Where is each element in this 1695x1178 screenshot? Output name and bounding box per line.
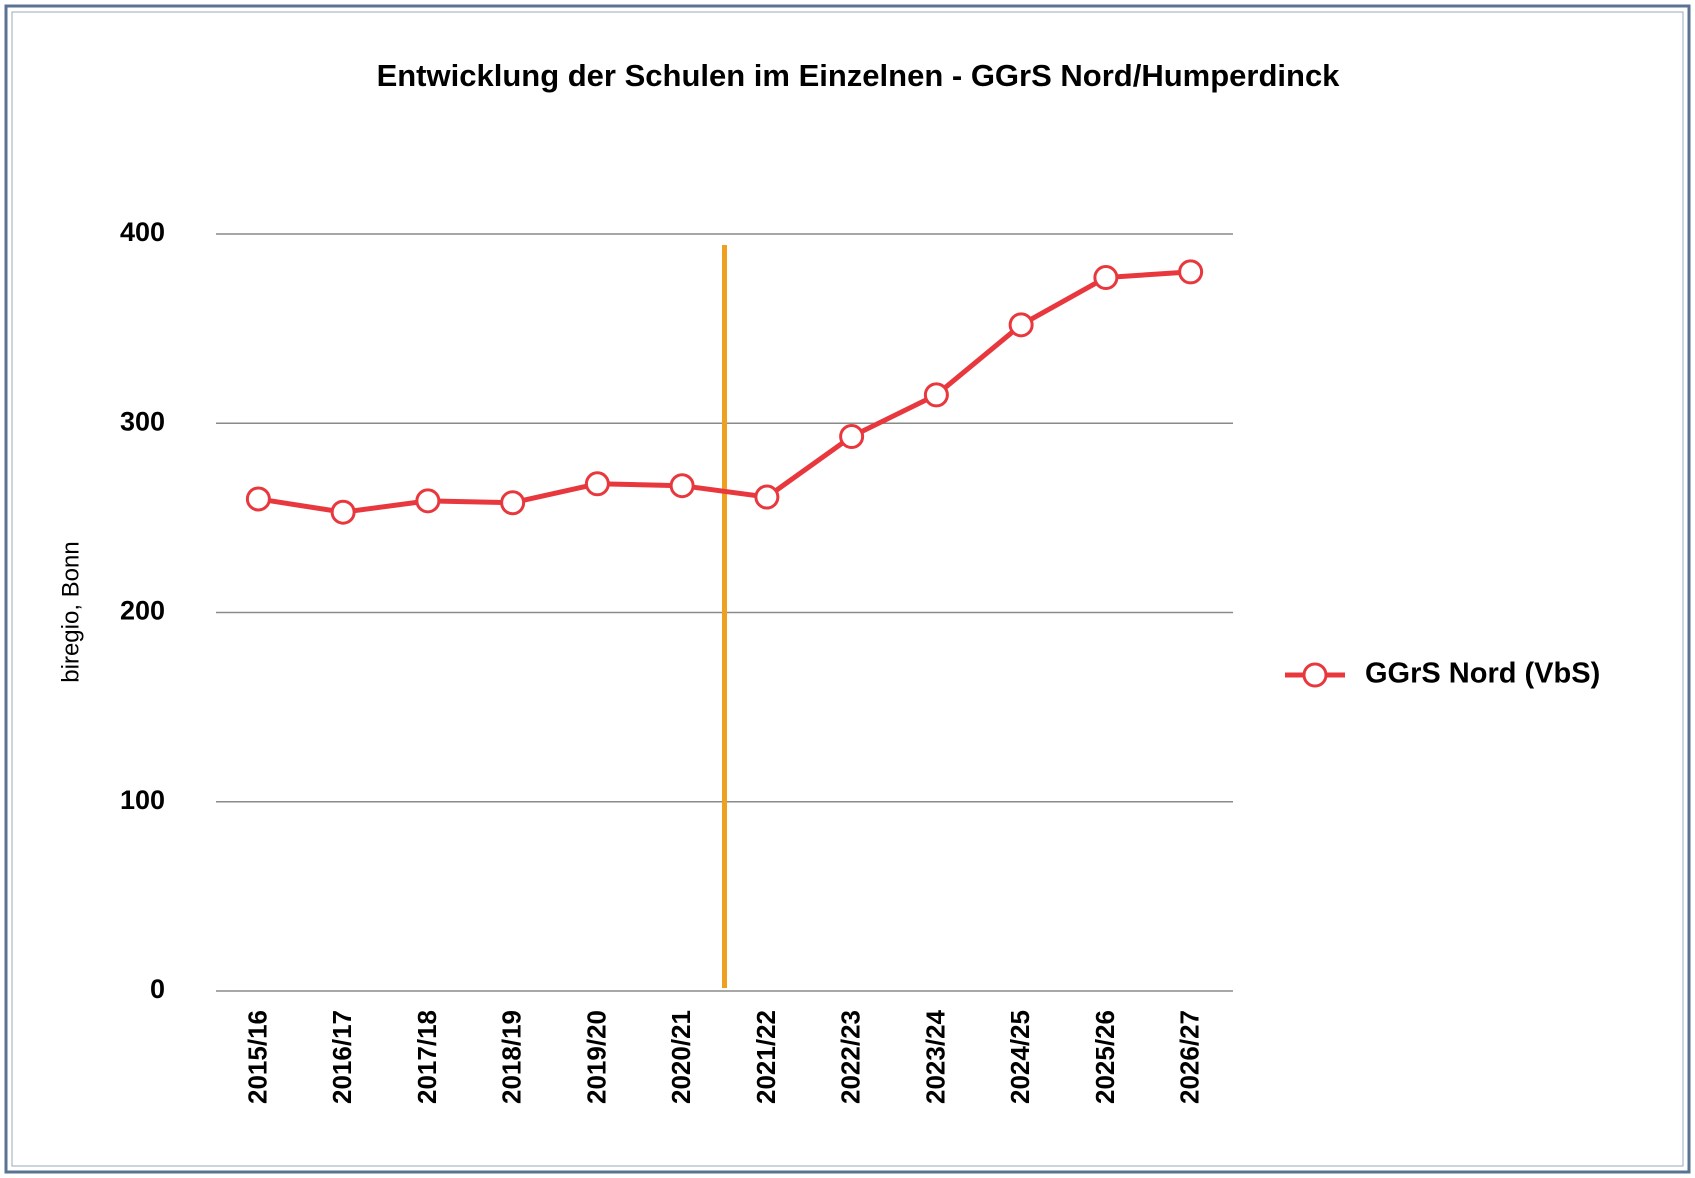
legend-label: GGrS Nord (VbS) [1365,658,1600,690]
data-point [500,490,526,516]
x-tick-label: 2021/22 [751,1010,781,1104]
data-point [1008,312,1034,338]
data-point [245,486,271,512]
inner-frame [11,11,1684,1167]
data-point [1178,259,1204,285]
x-tick-label: 2019/20 [581,1010,611,1104]
y-tick-label: 400 [120,217,165,247]
x-tick-label: 2016/17 [327,1010,357,1104]
data-point [1093,265,1119,291]
x-tick-label: 2017/18 [412,1010,442,1104]
x-tick-label: 2026/27 [1175,1010,1205,1104]
data-point [669,473,695,499]
x-tick-label: 2022/23 [836,1010,866,1104]
y-tick-label: 300 [120,406,165,436]
chart-title: Entwicklung der Schulen im Einzelnen - G… [377,58,1341,93]
x-tick-label: 2020/21 [666,1010,696,1104]
y-tick-label: 200 [120,596,165,626]
x-tick-label: 2018/19 [497,1010,527,1104]
data-point [330,499,356,525]
series-line [257,269,1191,515]
data-point [923,382,949,408]
frame [4,4,1691,1174]
x-tick-label: 2025/26 [1090,1010,1120,1104]
legend-marker [1302,662,1328,688]
y-axis-label: biregio, Bonn [57,541,84,682]
x-tick-label: 2024/25 [1005,1010,1035,1104]
y-tick-label: 100 [120,785,165,815]
data-point [754,484,780,510]
x-tick-label: 2023/24 [920,1009,950,1104]
x-tick-label: 2015/16 [242,1010,272,1104]
data-point [415,488,441,514]
data-point [584,471,610,497]
data-point [839,423,865,449]
y-tick-label: 0 [150,974,165,1004]
